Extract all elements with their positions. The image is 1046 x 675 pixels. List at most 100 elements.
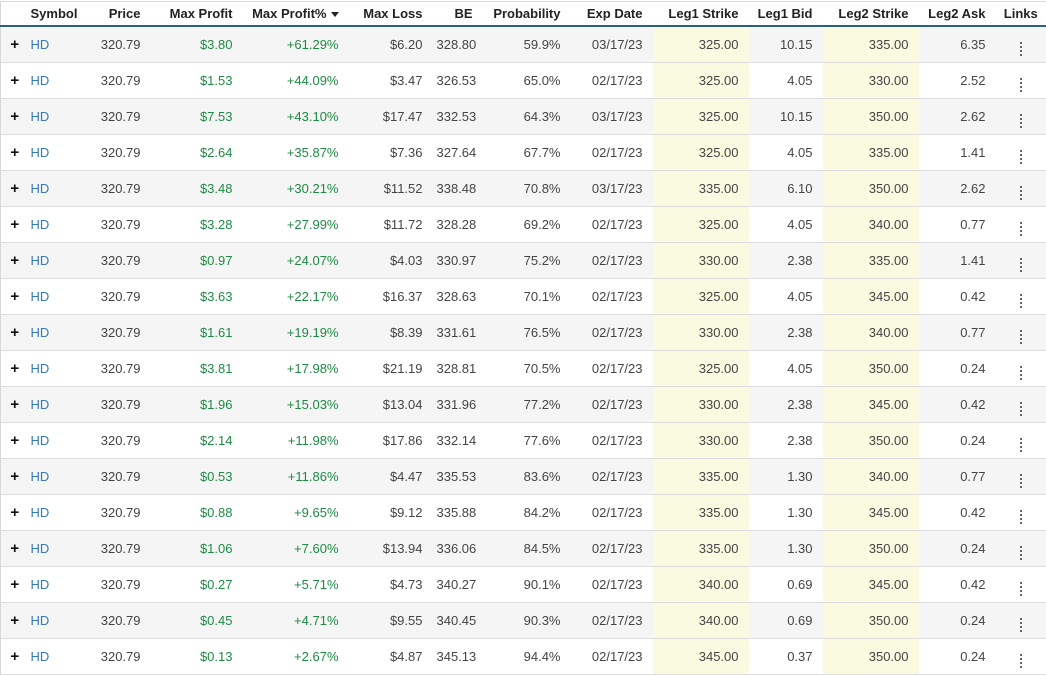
links-menu-icon[interactable] [1016, 257, 1026, 273]
expand-row-icon[interactable]: + [10, 578, 19, 591]
symbol-link[interactable]: HD [31, 73, 50, 88]
max-profit-cell: $3.81 [151, 351, 243, 387]
expand-row-icon[interactable]: + [10, 398, 19, 411]
links-menu-icon[interactable] [1016, 509, 1026, 525]
probability-cell: 70.5% [483, 351, 571, 387]
symbol-link[interactable]: HD [31, 397, 50, 412]
expand-row-icon[interactable]: + [10, 326, 19, 339]
symbol-link[interactable]: HD [31, 289, 50, 304]
links-menu-icon[interactable] [1016, 293, 1026, 309]
max-profit-pct-cell: +61.29% [243, 26, 349, 63]
max-profit-pct-cell: +43.10% [243, 99, 349, 135]
exp-date-cell: 02/17/23 [571, 279, 653, 315]
leg2-strike-cell: 335.00 [823, 243, 919, 279]
expand-row-icon[interactable]: + [10, 182, 19, 195]
column-header-expand [1, 2, 29, 27]
table-row: + HD 320.79 $2.64 +35.87% $7.36 327.64 6… [1, 135, 1046, 171]
max-profit-pct-cell: +2.67% [243, 639, 349, 675]
symbol-link[interactable]: HD [31, 541, 50, 556]
exp-date-cell: 02/17/23 [571, 243, 653, 279]
max-profit-cell: $1.96 [151, 387, 243, 423]
symbol-link[interactable]: HD [31, 181, 50, 196]
symbol-link[interactable]: HD [31, 325, 50, 340]
links-menu-icon[interactable] [1016, 77, 1026, 93]
symbol-link[interactable]: HD [31, 217, 50, 232]
symbol-link[interactable]: HD [31, 145, 50, 160]
column-header-leg1-strike[interactable]: Leg1 Strike [653, 2, 749, 27]
links-menu-icon[interactable] [1016, 653, 1026, 669]
links-menu-icon[interactable] [1016, 437, 1026, 453]
column-header-be[interactable]: BE [433, 2, 483, 27]
links-menu-icon[interactable] [1016, 149, 1026, 165]
expand-row-icon[interactable]: + [10, 470, 19, 483]
links-menu-icon[interactable] [1016, 617, 1026, 633]
symbol-link[interactable]: HD [31, 433, 50, 448]
column-header-max-profit-pct[interactable]: Max Profit% [243, 2, 349, 27]
column-header-leg1-bid[interactable]: Leg1 Bid [749, 2, 823, 27]
links-menu-icon[interactable] [1016, 365, 1026, 381]
max-loss-cell: $13.94 [349, 531, 433, 567]
expand-row-icon[interactable]: + [10, 38, 19, 51]
expand-row-icon[interactable]: + [10, 434, 19, 447]
symbol-link[interactable]: HD [31, 577, 50, 592]
expand-row-icon[interactable]: + [10, 290, 19, 303]
expand-row-icon[interactable]: + [10, 146, 19, 159]
symbol-link[interactable]: HD [31, 109, 50, 124]
leg1-bid-cell: 0.69 [749, 567, 823, 603]
table-row: + HD 320.79 $0.97 +24.07% $4.03 330.97 7… [1, 243, 1046, 279]
symbol-link[interactable]: HD [31, 505, 50, 520]
links-menu-icon[interactable] [1016, 113, 1026, 129]
expand-row-icon[interactable]: + [10, 218, 19, 231]
expand-row-icon[interactable]: + [10, 650, 19, 663]
column-header-max-loss[interactable]: Max Loss [349, 2, 433, 27]
leg1-strike-cell: 330.00 [653, 315, 749, 351]
expand-row-icon[interactable]: + [10, 110, 19, 123]
leg1-strike-cell: 325.00 [653, 63, 749, 99]
column-header-price[interactable]: Price [79, 2, 151, 27]
probability-cell: 76.5% [483, 315, 571, 351]
be-cell: 338.48 [433, 171, 483, 207]
links-menu-icon[interactable] [1016, 329, 1026, 345]
be-cell: 328.63 [433, 279, 483, 315]
expand-row-icon[interactable]: + [10, 254, 19, 267]
price-cell: 320.79 [79, 279, 151, 315]
price-cell: 320.79 [79, 423, 151, 459]
column-header-max-profit[interactable]: Max Profit [151, 2, 243, 27]
expand-row-icon[interactable]: + [10, 74, 19, 87]
max-profit-cell: $0.53 [151, 459, 243, 495]
leg2-strike-cell: 345.00 [823, 387, 919, 423]
column-header-links[interactable]: Links [996, 2, 1046, 27]
column-header-symbol[interactable]: Symbol [29, 2, 79, 27]
symbol-link[interactable]: HD [31, 361, 50, 376]
max-loss-cell: $17.86 [349, 423, 433, 459]
table-row: + HD 320.79 $1.61 +19.19% $8.39 331.61 7… [1, 315, 1046, 351]
symbol-link[interactable]: HD [31, 37, 50, 52]
max-loss-cell: $4.03 [349, 243, 433, 279]
expand-row-icon[interactable]: + [10, 614, 19, 627]
column-header-exp-date[interactable]: Exp Date [571, 2, 653, 27]
links-menu-icon[interactable] [1016, 41, 1026, 57]
price-cell: 320.79 [79, 351, 151, 387]
expand-row-icon[interactable]: + [10, 362, 19, 375]
symbol-link[interactable]: HD [31, 613, 50, 628]
leg2-strike-cell: 350.00 [823, 639, 919, 675]
column-header-probability[interactable]: Probability [483, 2, 571, 27]
expand-row-icon[interactable]: + [10, 542, 19, 555]
links-menu-icon[interactable] [1016, 581, 1026, 597]
links-menu-icon[interactable] [1016, 401, 1026, 417]
column-header-leg2-ask[interactable]: Leg2 Ask [919, 2, 996, 27]
links-menu-icon[interactable] [1016, 545, 1026, 561]
leg2-strike-cell: 345.00 [823, 567, 919, 603]
table-row: + HD 320.79 $0.45 +4.71% $9.55 340.45 90… [1, 603, 1046, 639]
symbol-link[interactable]: HD [31, 469, 50, 484]
price-cell: 320.79 [79, 243, 151, 279]
links-menu-icon[interactable] [1016, 185, 1026, 201]
links-menu-icon[interactable] [1016, 473, 1026, 489]
symbol-link[interactable]: HD [31, 253, 50, 268]
exp-date-cell: 02/17/23 [571, 387, 653, 423]
column-header-leg2-strike[interactable]: Leg2 Strike [823, 2, 919, 27]
leg1-strike-cell: 335.00 [653, 495, 749, 531]
symbol-link[interactable]: HD [31, 649, 50, 664]
links-menu-icon[interactable] [1016, 221, 1026, 237]
expand-row-icon[interactable]: + [10, 506, 19, 519]
